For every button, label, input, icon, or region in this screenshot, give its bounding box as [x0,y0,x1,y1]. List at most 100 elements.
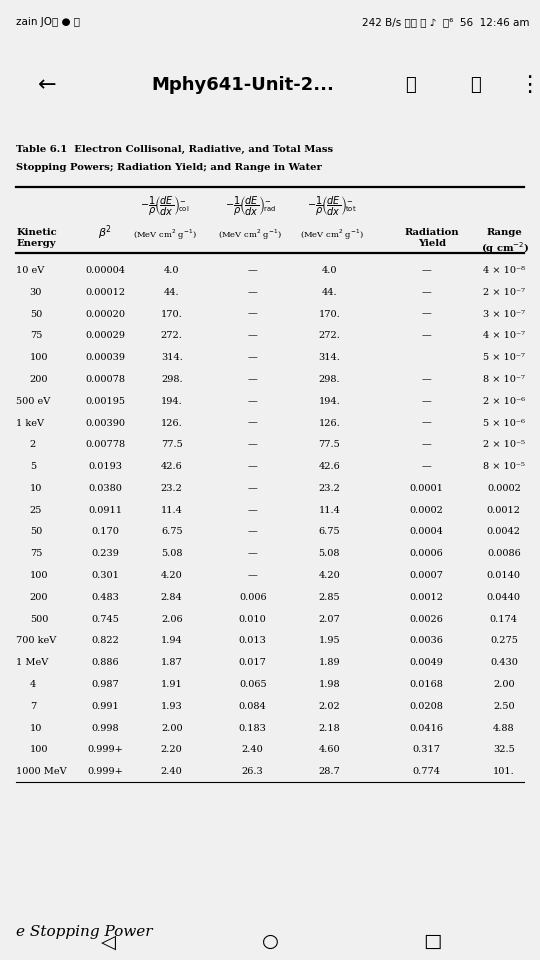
Text: 2 × 10⁻⁷: 2 × 10⁻⁷ [483,288,525,297]
Text: 100: 100 [30,571,48,580]
Text: (MeV cm$^2$ g$^{-1}$): (MeV cm$^2$ g$^{-1}$) [300,228,364,242]
Text: 5 × 10⁻⁶: 5 × 10⁻⁶ [483,419,525,427]
Text: 75: 75 [30,549,42,559]
Text: 4 × 10⁻⁷: 4 × 10⁻⁷ [483,331,525,341]
Text: ⋮: ⋮ [518,76,540,95]
Text: 0.183: 0.183 [239,724,267,732]
Text: 101.: 101. [493,767,515,777]
Text: 🔍: 🔍 [405,77,416,94]
Text: 0.00078: 0.00078 [85,375,125,384]
Text: 0.483: 0.483 [91,593,119,602]
Text: —: — [248,266,258,275]
Text: 0.999+: 0.999+ [87,767,123,777]
Text: 1.93: 1.93 [161,702,183,710]
Text: 0.0012: 0.0012 [410,593,443,602]
Text: 100: 100 [30,353,48,362]
Text: 4 × 10⁻⁸: 4 × 10⁻⁸ [483,266,525,275]
Text: 0.0380: 0.0380 [89,484,122,492]
Text: 2.07: 2.07 [319,614,340,624]
Text: 🔌: 🔌 [470,77,481,94]
Text: 2.84: 2.84 [161,593,183,602]
Text: e Stopping Power: e Stopping Power [16,924,153,939]
Text: 0.00195: 0.00195 [85,396,125,406]
Text: 32.5: 32.5 [493,746,515,755]
Text: 8 × 10⁻⁷: 8 × 10⁻⁷ [483,375,525,384]
Text: 4: 4 [30,680,36,689]
Text: —: — [248,331,258,341]
Text: —: — [248,484,258,492]
Text: 23.2: 23.2 [319,484,340,492]
Text: 0.00039: 0.00039 [85,353,125,362]
Text: 28.7: 28.7 [319,767,340,777]
Text: 0.774: 0.774 [413,767,441,777]
Text: Kinetic
Energy: Kinetic Energy [16,228,57,248]
Text: 194.: 194. [161,396,183,406]
Text: 298.: 298. [319,375,340,384]
Text: 1.98: 1.98 [319,680,340,689]
Text: 1.95: 1.95 [319,636,340,645]
Text: 1.91: 1.91 [161,680,183,689]
Text: 0.00390: 0.00390 [85,419,125,427]
Text: 77.5: 77.5 [161,441,183,449]
Text: —: — [248,288,258,297]
Text: —: — [422,462,431,471]
Text: 200: 200 [30,375,48,384]
Text: —: — [248,309,258,319]
Text: 10: 10 [30,724,42,732]
Text: 4.20: 4.20 [161,571,183,580]
Text: 700 keV: 700 keV [16,636,57,645]
Text: 5: 5 [30,462,36,471]
Text: 10 eV: 10 eV [16,266,44,275]
Text: 0.00029: 0.00029 [85,331,125,341]
Text: 4.88: 4.88 [493,724,515,732]
Text: 2.20: 2.20 [161,746,183,755]
Text: Radiation
Yield: Radiation Yield [404,228,460,248]
Text: 0.0007: 0.0007 [410,571,443,580]
Text: —: — [248,462,258,471]
Text: 1.89: 1.89 [319,659,340,667]
Text: 500: 500 [30,614,48,624]
Text: 242 B/s ⓘⓔ ⓞ ♪  ㎻⁶  56  12:46 am: 242 B/s ⓘⓔ ⓞ ♪ ㎻⁶ 56 12:46 am [362,17,529,28]
Text: 1 MeV: 1 MeV [16,659,49,667]
Text: 0.886: 0.886 [91,659,119,667]
Text: 2.40: 2.40 [161,767,183,777]
Text: 4.0: 4.0 [322,266,337,275]
Text: Mphy641-Unit-2...: Mphy641-Unit-2... [152,77,334,94]
Text: 0.0002: 0.0002 [410,506,443,515]
Text: —: — [248,375,258,384]
Text: 0.00778: 0.00778 [85,441,125,449]
Text: 6.75: 6.75 [319,527,340,537]
Text: 2.50: 2.50 [493,702,515,710]
Text: 0.822: 0.822 [91,636,119,645]
Text: 0.430: 0.430 [490,659,518,667]
Text: ←: ← [38,76,56,95]
Text: 100: 100 [30,746,48,755]
Text: 42.6: 42.6 [319,462,340,471]
Text: (MeV cm$^2$ g$^{-1}$): (MeV cm$^2$ g$^{-1}$) [133,228,197,242]
Text: $-\dfrac{1}{\rho}\!\left(\dfrac{dE}{dx}\right)_{\!\rm col}^{-}$: $-\dfrac{1}{\rho}\!\left(\dfrac{dE}{dx}\… [140,196,190,219]
Text: 0.239: 0.239 [91,549,119,559]
Text: 0.065: 0.065 [239,680,267,689]
Text: 0.00012: 0.00012 [85,288,125,297]
Text: 0.998: 0.998 [91,724,119,732]
Text: 314.: 314. [161,353,183,362]
Text: 2.06: 2.06 [161,614,183,624]
Text: —: — [422,375,431,384]
Text: 5 × 10⁻⁷: 5 × 10⁻⁷ [483,353,525,362]
Text: 272.: 272. [319,331,340,341]
Text: 200: 200 [30,593,48,602]
Text: 2: 2 [30,441,36,449]
Text: 11.4: 11.4 [319,506,340,515]
Text: 44.: 44. [164,288,179,297]
Text: 2.40: 2.40 [242,746,264,755]
Text: 5.08: 5.08 [161,549,183,559]
Text: 0.006: 0.006 [239,593,267,602]
Text: 126.: 126. [319,419,340,427]
Text: 0.010: 0.010 [239,614,267,624]
Text: 0.301: 0.301 [91,571,119,580]
Text: 50: 50 [30,309,42,319]
Text: —: — [248,353,258,362]
Text: 42.6: 42.6 [161,462,183,471]
Text: 0.0168: 0.0168 [410,680,443,689]
Text: 1.94: 1.94 [161,636,183,645]
